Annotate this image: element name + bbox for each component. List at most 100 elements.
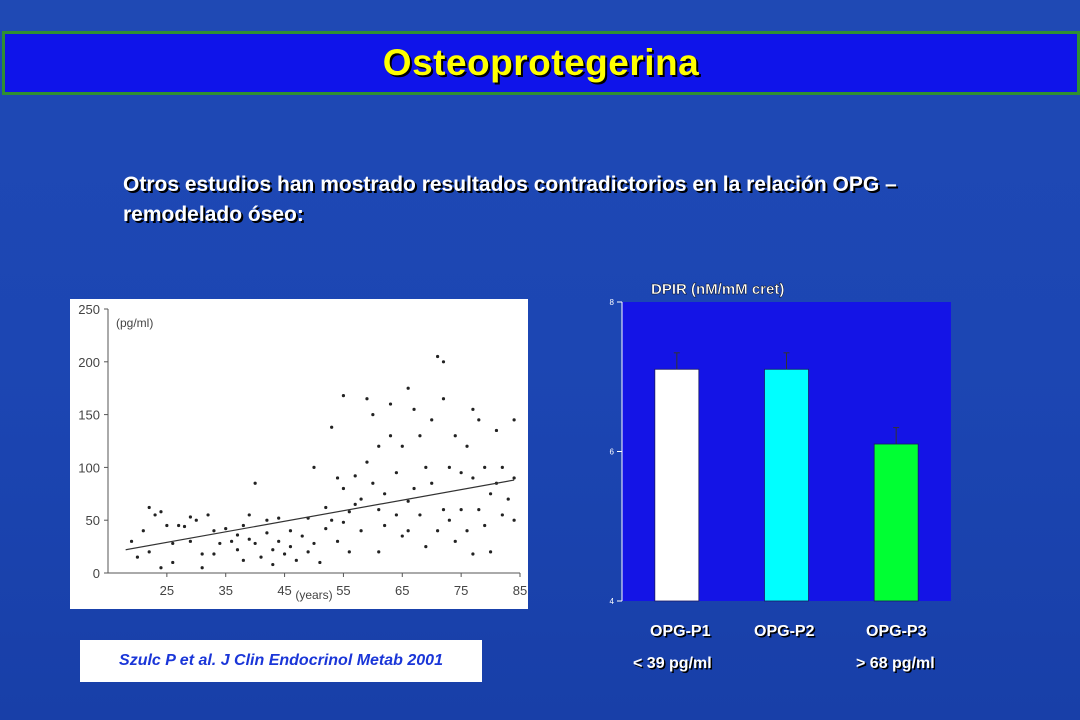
scatter-point xyxy=(465,529,469,533)
scatter-point xyxy=(406,499,410,503)
scatter-point xyxy=(335,476,340,480)
scatter-point xyxy=(230,539,234,543)
y-tick-label: 200 xyxy=(78,355,100,370)
scatter-point xyxy=(153,513,157,517)
scatter-point xyxy=(247,513,251,517)
scatter-point xyxy=(306,550,310,554)
citation-text: Szulc P et al. J Clin Endocrinol Metab 2… xyxy=(119,652,443,669)
x-tick-label: 45 xyxy=(277,583,291,598)
scatter-point xyxy=(388,402,393,406)
scatter-point xyxy=(335,539,340,543)
scatter-point xyxy=(141,529,145,533)
scatter-point xyxy=(453,539,457,543)
scatter-point xyxy=(359,529,363,533)
scatter-point xyxy=(459,508,463,512)
scatter-point xyxy=(182,524,187,529)
scatter-point xyxy=(424,465,428,469)
scatter-point xyxy=(453,434,457,438)
bar-category-label: OPG-P2 xyxy=(754,623,815,640)
scatter-point xyxy=(341,520,346,524)
scatter-point xyxy=(159,510,163,514)
scatter-point xyxy=(430,481,434,485)
scatter-point xyxy=(282,552,287,556)
scatter-point xyxy=(400,444,404,448)
scatter-point xyxy=(418,513,422,517)
scatter-point xyxy=(288,529,293,533)
bar xyxy=(654,368,700,602)
scatter-point xyxy=(447,518,451,522)
scatter-point xyxy=(441,360,446,364)
scatter-point xyxy=(235,548,240,552)
scatter-point xyxy=(500,465,504,469)
scatter-point xyxy=(436,529,440,533)
scatter-point xyxy=(265,518,269,522)
scatter-point xyxy=(347,550,351,554)
scatter-point xyxy=(318,560,322,565)
scatter-point xyxy=(212,552,216,556)
scatter-point xyxy=(512,518,516,522)
scatter-point xyxy=(253,481,257,485)
scatter-point xyxy=(259,555,263,559)
citation-box: Szulc P et al. J Clin Endocrinol Metab 2… xyxy=(80,640,482,682)
y-tick-label: 0 xyxy=(93,566,100,581)
scatter-point xyxy=(194,518,198,522)
scatter-point xyxy=(371,481,375,485)
scatter-point xyxy=(436,354,440,359)
bar-chart: 4 6 8 DPIR (nM/mM cret) xyxy=(610,281,951,606)
scatter-point xyxy=(277,539,281,543)
bar-sublabel: < 39 pg/ml xyxy=(633,655,712,672)
scatter-point xyxy=(406,529,410,533)
scatter-point xyxy=(312,465,316,469)
scatter-point xyxy=(371,413,375,417)
scatter-point xyxy=(383,492,387,496)
scatter-point xyxy=(294,558,298,562)
scatter-point xyxy=(383,523,387,528)
scatter-point xyxy=(129,539,134,543)
scatter-point xyxy=(424,545,428,549)
bar-category-label: OPG-P1 xyxy=(650,623,711,640)
scatter-point xyxy=(441,397,446,401)
scatter-point xyxy=(353,502,357,506)
y-tick-label: 50 xyxy=(86,513,100,528)
scatter-point xyxy=(459,471,463,475)
x-tick-label: 75 xyxy=(454,583,468,598)
y-tick-label: 250 xyxy=(78,302,100,317)
scatter-point xyxy=(394,513,398,517)
scatter-point xyxy=(512,476,516,480)
scatter-point xyxy=(359,497,363,501)
x-tick-label: 65 xyxy=(395,583,409,598)
scatter-point xyxy=(412,407,416,411)
bar-chart-panel: 4 6 8 DPIR (nM/mM cret) xyxy=(600,275,960,620)
scatter-point xyxy=(447,465,451,469)
scatter-point xyxy=(483,465,487,469)
scatter-point xyxy=(483,523,487,528)
scatter-point xyxy=(341,486,346,491)
y-tick-label: 150 xyxy=(78,408,100,423)
scatter-point xyxy=(365,397,369,401)
scatter-point xyxy=(488,492,493,496)
scatter-point xyxy=(247,537,251,541)
bar-category-label: OPG-P3 xyxy=(866,623,927,640)
scatter-point xyxy=(312,541,316,546)
scatter-point xyxy=(271,548,275,552)
scatter-point xyxy=(377,444,381,448)
scatter-point xyxy=(400,534,404,538)
bar-sublabel: > 68 pg/ml xyxy=(856,655,935,672)
x-tick-label: 55 xyxy=(336,583,350,598)
scatter-point xyxy=(353,474,357,478)
scatter-point xyxy=(430,418,434,422)
scatter-point xyxy=(471,552,475,556)
y-tick-label: 100 xyxy=(78,460,100,475)
scatter-point xyxy=(253,541,257,546)
scatter-point xyxy=(271,562,275,567)
scatter-point xyxy=(277,516,281,520)
y-tick-label: 8 xyxy=(610,298,615,307)
scatter-point xyxy=(471,407,475,411)
scatter-point xyxy=(441,508,446,512)
bar xyxy=(764,368,809,602)
y-tick-label: 4 xyxy=(610,597,615,606)
scatter-point xyxy=(471,476,475,480)
scatter-point xyxy=(188,515,192,519)
scatter-point xyxy=(341,393,346,398)
intro-text: Otros estudios han mostrado resultados c… xyxy=(123,173,897,226)
